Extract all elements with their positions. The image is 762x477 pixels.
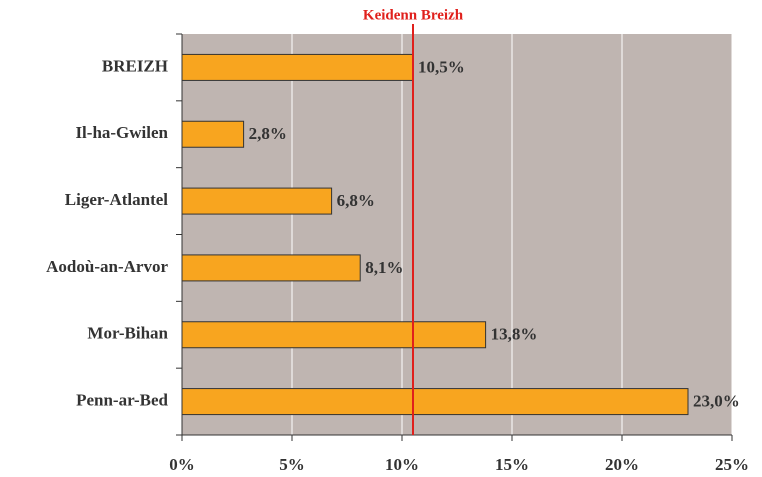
plot-area — [182, 34, 732, 435]
bar — [181, 53, 414, 81]
y-tick-label: Penn-ar-Bed — [76, 390, 168, 409]
y-tick-label: Il-ha-Gwilen — [75, 123, 168, 142]
bar — [181, 254, 361, 282]
x-tick-label: 20% — [605, 455, 639, 474]
bar — [181, 321, 487, 349]
value-label: 6,8% — [337, 191, 375, 210]
reference-label: Keidenn Breizh — [363, 7, 464, 23]
x-tick-label: 10% — [385, 455, 419, 474]
bar — [181, 120, 245, 148]
value-label: 13,8% — [491, 325, 538, 344]
value-label: 10,5% — [418, 57, 465, 76]
y-tick-label: Mor-Bihan — [87, 324, 168, 343]
value-label: 2,8% — [249, 124, 287, 143]
x-tick-label: 15% — [495, 455, 529, 474]
x-tick-label: 25% — [715, 455, 749, 474]
value-label: 8,1% — [365, 258, 403, 277]
y-tick-label: BREIZH — [102, 56, 168, 75]
y-tick-label: Liger-Atlantel — [65, 190, 169, 209]
y-tick-label: Aodoù-an-Arvor — [46, 257, 168, 276]
bar — [181, 187, 333, 215]
value-label: 23,0% — [693, 391, 740, 410]
x-tick-label: 0% — [169, 455, 195, 474]
bar — [181, 388, 689, 416]
x-tick-label: 5% — [279, 455, 305, 474]
